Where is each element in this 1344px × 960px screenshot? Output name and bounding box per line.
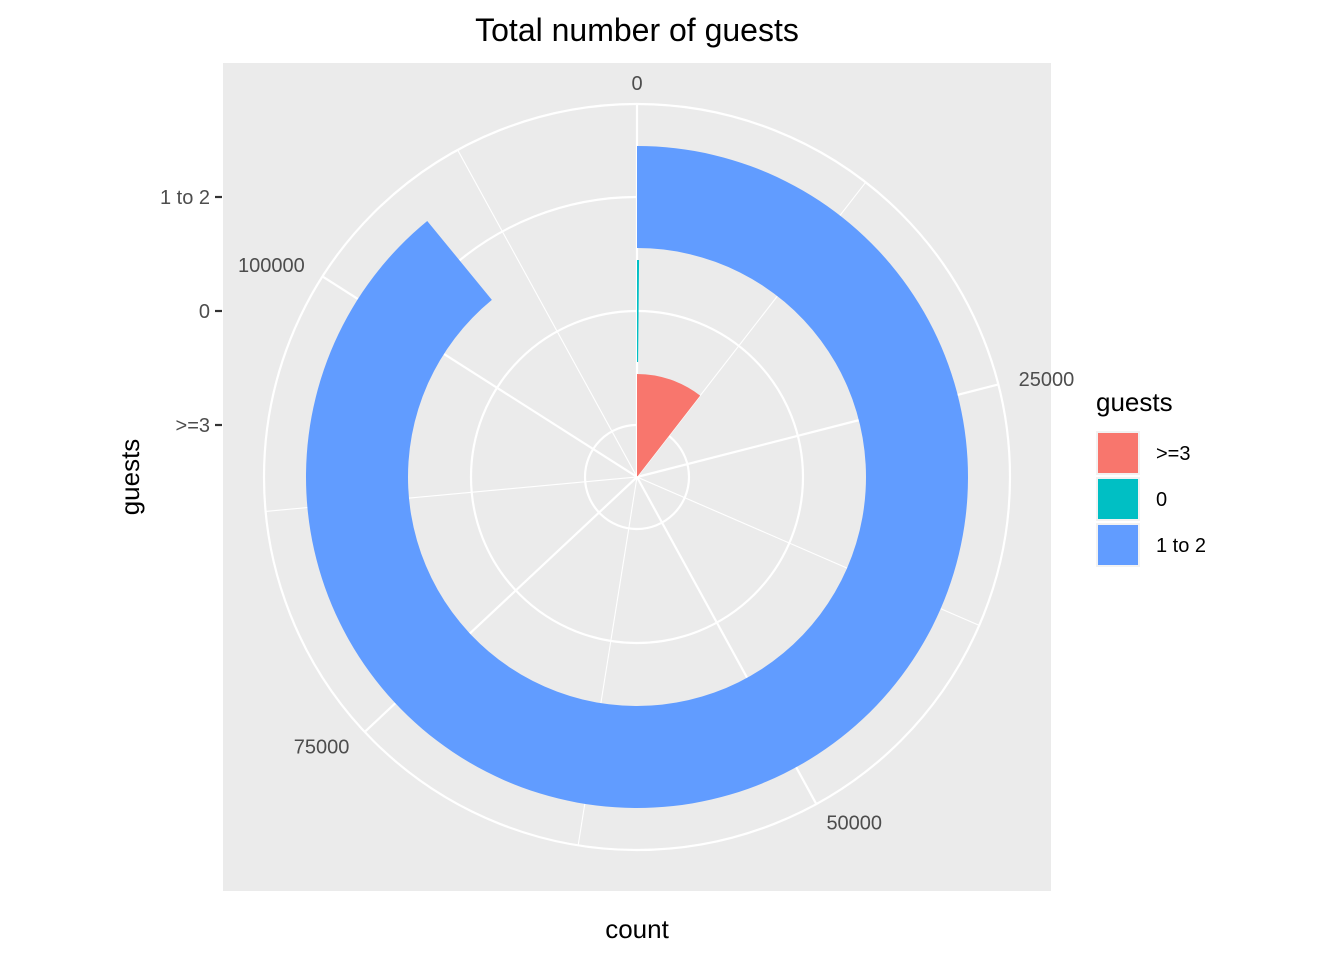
- legend-label: 0: [1156, 489, 1167, 511]
- theta-tick-label: 100000: [238, 255, 305, 277]
- legend-label: 1 to 2: [1156, 535, 1206, 557]
- grid-spoke-minor: [457, 149, 638, 478]
- radial-axis: >=3 0 1 to 2: [160, 187, 222, 437]
- chart-marks: [305, 146, 969, 809]
- theta-tick-label: 75000: [294, 736, 350, 758]
- legend-swatch: [1098, 479, 1138, 519]
- chart-title: Total number of guests: [475, 12, 799, 48]
- y-axis-title: guests: [115, 439, 145, 516]
- radial-tick-label: 1 to 2: [160, 187, 210, 209]
- bar-1-to-2: [305, 146, 969, 809]
- theta-tick-label: 0: [631, 73, 642, 95]
- legend-title: guests: [1096, 387, 1173, 417]
- theta-tick-label: 25000: [1019, 369, 1075, 391]
- radial-tick-label: 0: [199, 301, 210, 323]
- bar--3: [637, 374, 701, 477]
- radial-tick-label: >=3: [176, 415, 210, 437]
- legend: guests >=3 0 1 to 2: [1096, 387, 1206, 567]
- theta-tick-labels: 0 25000 50000 75000 100000: [238, 73, 1074, 834]
- theta-tick-label: 50000: [826, 812, 882, 834]
- legend-label: >=3: [1156, 443, 1190, 465]
- legend-swatch: [1098, 525, 1138, 565]
- legend-swatch: [1098, 433, 1138, 473]
- x-axis-title: count: [605, 914, 669, 944]
- bar-0: [637, 260, 640, 363]
